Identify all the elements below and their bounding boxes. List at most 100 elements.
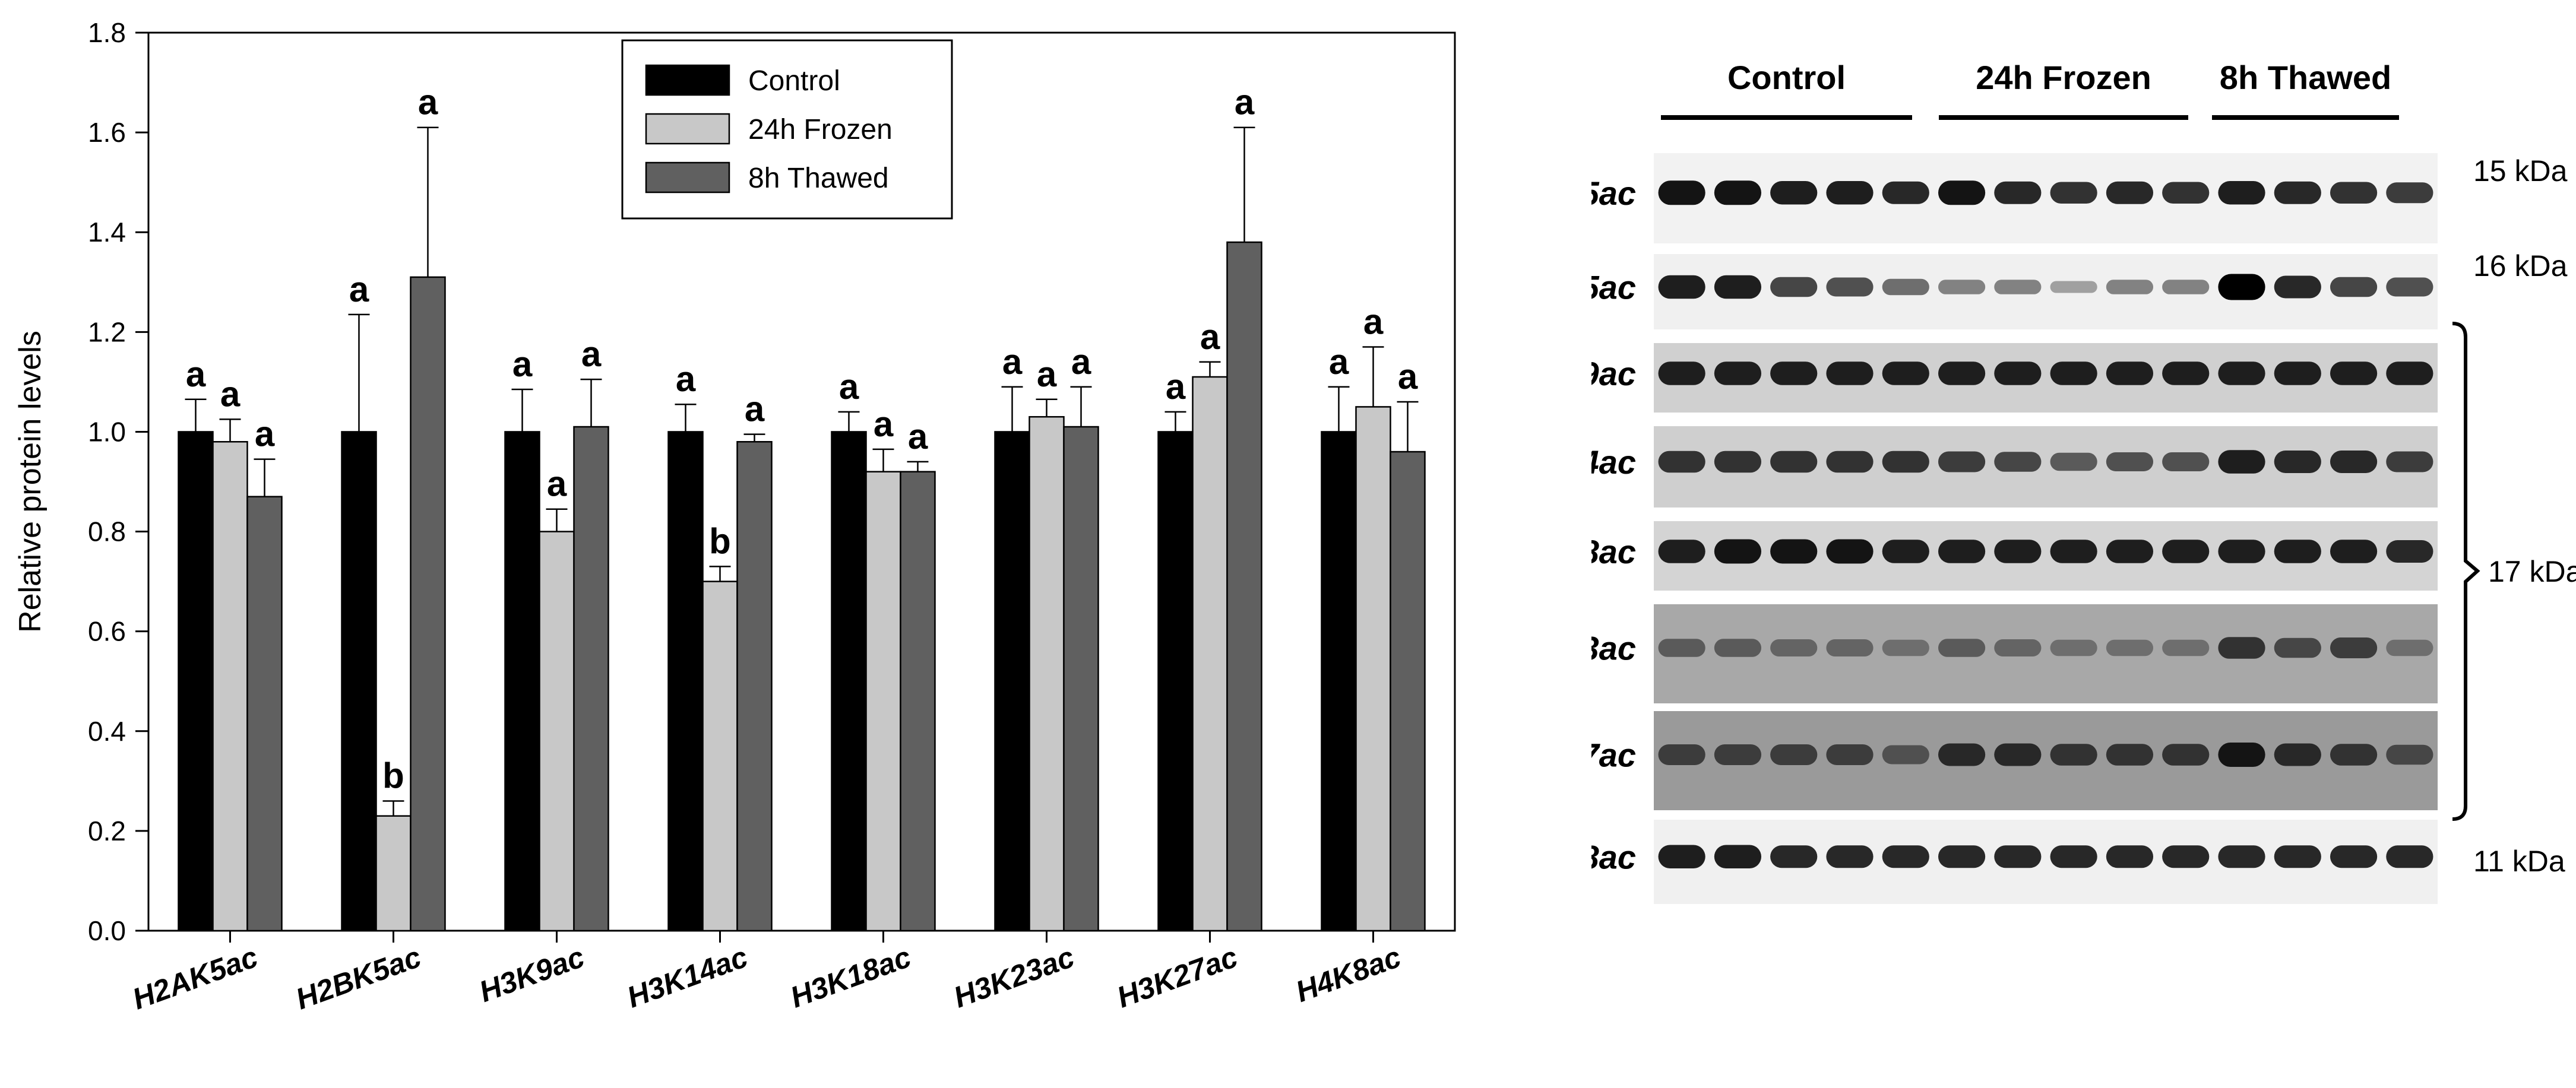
y-tick-label: 1.0 bbox=[88, 416, 126, 447]
blot-band bbox=[1770, 845, 1818, 868]
significance-letter: a bbox=[1166, 367, 1186, 407]
blot-band bbox=[2330, 845, 2378, 868]
blot-band bbox=[2106, 280, 2154, 294]
blot-band bbox=[1714, 361, 1762, 385]
band-label: H3K23ac bbox=[1591, 630, 1636, 667]
blot-band bbox=[2162, 639, 2210, 656]
bar bbox=[667, 431, 704, 932]
blot-band bbox=[2162, 280, 2210, 294]
blot-band bbox=[2106, 361, 2154, 385]
blot-band bbox=[2386, 744, 2433, 765]
blot-band bbox=[1826, 639, 1874, 656]
blot-band bbox=[1994, 452, 2042, 472]
band-label: H3K14ac bbox=[1591, 443, 1636, 481]
bar bbox=[1192, 376, 1228, 932]
bar bbox=[736, 441, 773, 932]
bar bbox=[246, 496, 283, 932]
y-tick-label: 1.2 bbox=[88, 316, 126, 347]
band-label: H2BK5ac bbox=[1591, 269, 1636, 306]
blot-band bbox=[2050, 540, 2097, 563]
y-tick-label: 0.2 bbox=[88, 816, 126, 846]
y-tick-label: 1.6 bbox=[88, 117, 126, 148]
significance-letter: a bbox=[1363, 302, 1384, 342]
blot-band bbox=[1826, 845, 1874, 868]
blot-band bbox=[2218, 274, 2265, 300]
significance-letter: a bbox=[255, 414, 275, 454]
blot-band bbox=[1994, 639, 2042, 656]
blot-band bbox=[1770, 539, 1818, 564]
blot-band bbox=[1938, 639, 1986, 657]
blot-band bbox=[2386, 182, 2433, 204]
blot-band bbox=[2386, 639, 2433, 656]
bar bbox=[1321, 431, 1357, 932]
blot-band bbox=[2274, 451, 2321, 473]
bar bbox=[1157, 431, 1194, 932]
y-tick-label: 1.4 bbox=[88, 217, 126, 248]
bar bbox=[341, 431, 377, 932]
blot-band bbox=[1882, 361, 1929, 385]
bar-chart: 0.0 0.2 0.4 0.6 0.8 1.0 1.2 1.4 1.6 1.8 Relative p… bbox=[13, 17, 1456, 1016]
bar bbox=[504, 431, 540, 932]
blot-band bbox=[2106, 639, 2154, 656]
significance-letter: b bbox=[709, 521, 731, 561]
blot-band bbox=[1714, 451, 1762, 473]
blot-band bbox=[1938, 280, 1986, 294]
significance-letter: a bbox=[1235, 83, 1255, 122]
bar bbox=[1390, 451, 1426, 932]
legend-swatch bbox=[645, 161, 730, 194]
blot-band bbox=[2386, 361, 2433, 385]
x-tick-label: H2AK5ac bbox=[128, 940, 262, 1016]
x-tick-label: H3K23ac bbox=[950, 940, 1079, 1014]
blot-band bbox=[1938, 743, 1986, 766]
blot-band bbox=[1994, 280, 2042, 294]
band-label: H4K8ac bbox=[1591, 838, 1636, 876]
bar bbox=[702, 581, 738, 932]
bar bbox=[410, 276, 446, 932]
blot-band bbox=[1826, 539, 1874, 564]
x-tick-label: H4K8ac bbox=[1292, 940, 1406, 1008]
blot-band bbox=[1826, 277, 1874, 297]
blot-band bbox=[1826, 744, 1874, 765]
blot-band bbox=[2050, 182, 2097, 204]
blot-band bbox=[1882, 451, 1929, 473]
blot-band bbox=[1714, 639, 1762, 657]
blot-strip bbox=[1654, 709, 2438, 810]
blot-band bbox=[1882, 181, 1929, 204]
group-label: 8h Thawed bbox=[2220, 59, 2391, 96]
group-label: Control bbox=[1727, 59, 1846, 96]
bar bbox=[1028, 415, 1065, 932]
western-blot-panel: Control 24h Frozen 8h Thawed H2AK5ac H2BK5ac… bbox=[1591, 59, 2576, 904]
blot-band bbox=[2050, 639, 2097, 656]
blot-band bbox=[2330, 540, 2378, 563]
bar bbox=[539, 531, 575, 932]
blot-band bbox=[1658, 451, 1705, 473]
blot-band bbox=[2218, 181, 2265, 205]
blot-band bbox=[1938, 451, 1986, 472]
blot-band bbox=[2274, 361, 2321, 385]
blot-band bbox=[1994, 743, 2042, 766]
y-tick-label: 0.6 bbox=[88, 616, 126, 647]
blot-band bbox=[2218, 361, 2265, 385]
x-tick-label: H3K27ac bbox=[1113, 940, 1242, 1014]
blot-band bbox=[1994, 845, 2042, 868]
blot-band bbox=[1882, 845, 1929, 868]
blot-band bbox=[2106, 181, 2154, 204]
significance-letter: a bbox=[349, 269, 369, 309]
blot-band bbox=[2274, 540, 2321, 563]
x-tick-label: H3K18ac bbox=[786, 940, 916, 1014]
bar bbox=[178, 431, 214, 932]
blot-band bbox=[1826, 451, 1874, 473]
significance-letter: a bbox=[1200, 317, 1220, 357]
bar bbox=[831, 431, 867, 932]
bar bbox=[375, 815, 412, 932]
blot-band bbox=[1882, 278, 1929, 296]
blot-band bbox=[2218, 540, 2265, 563]
blot-band bbox=[1938, 540, 1986, 563]
blot-band bbox=[2330, 637, 2378, 658]
legend-swatch bbox=[645, 64, 730, 96]
x-tick-label: H3K14ac bbox=[623, 940, 752, 1014]
x-tick-label: H2BK5ac bbox=[292, 940, 426, 1016]
legend-label: 8h Thawed bbox=[748, 163, 889, 194]
blot-band bbox=[2106, 452, 2154, 471]
blot-band bbox=[1770, 361, 1818, 385]
